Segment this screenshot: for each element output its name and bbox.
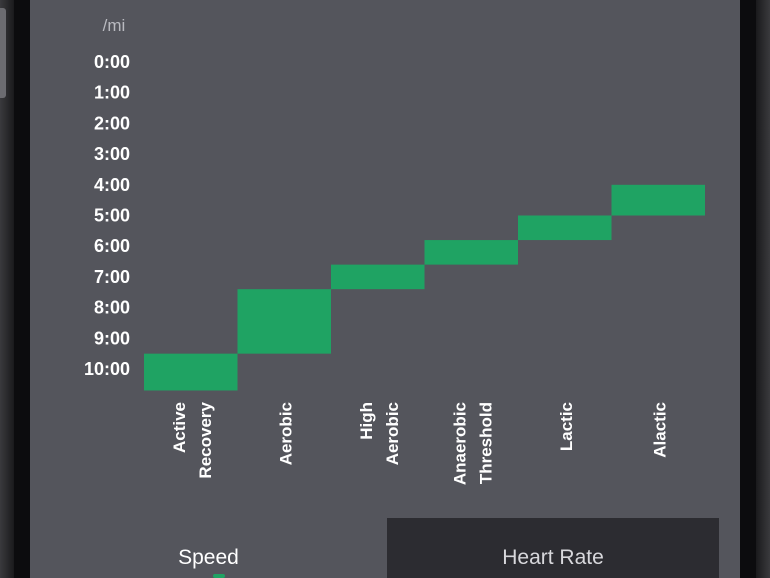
x-category-label: Active Recovery xyxy=(170,401,215,478)
x-category-label: Aerobic xyxy=(276,402,295,465)
x-tick-label: Aerobic xyxy=(276,402,295,465)
phone-side-button xyxy=(0,8,6,98)
x-tick-label: High xyxy=(357,402,376,440)
x-tick-label: Active xyxy=(170,402,189,453)
tab-heart-rate[interactable]: Heart Rate xyxy=(387,518,719,578)
y-tick-label: 9:00 xyxy=(94,328,130,348)
pace-zone-chart: /mi 0:00 1:00 2:00 3:00 4:00 5:00 6:00 7:00 8:00… xyxy=(84,16,705,485)
zone-bar xyxy=(518,215,612,241)
phone-bezel-left xyxy=(0,0,14,578)
tab-speed[interactable]: Speed xyxy=(30,518,387,578)
y-tick-label: 1:00 xyxy=(94,83,130,103)
x-tick-label: Lactic xyxy=(557,402,576,451)
x-axis: Active Recovery Aerobic High Aerobic Anaerobi… xyxy=(170,401,670,485)
bars xyxy=(144,184,705,391)
x-category-label: Anaerobic Threshold xyxy=(450,402,495,485)
x-tick-label: Aerobic xyxy=(383,402,402,465)
y-axis: 0:00 1:00 2:00 3:00 4:00 5:00 6:00 7:00 8:00 9:00… xyxy=(84,52,130,379)
x-category-label: Alactic xyxy=(650,402,669,458)
y-tick-label: 6:00 xyxy=(94,236,130,256)
phone-bezel-right xyxy=(756,0,770,578)
zone-bar xyxy=(331,264,425,290)
zone-bar xyxy=(424,240,518,265)
x-category-label: High Aerobic xyxy=(357,402,402,465)
zone-bar xyxy=(144,353,238,391)
unit-label: /mi xyxy=(103,16,126,35)
y-tick-label: 2:00 xyxy=(94,113,130,133)
y-tick-label: 7:00 xyxy=(94,267,130,287)
app-screen: /mi 0:00 1:00 2:00 3:00 4:00 5:00 6:00 7:00 8:00… xyxy=(30,0,740,578)
tab-bar: Speed Heart Rate xyxy=(30,518,740,578)
y-tick-label: 3:00 xyxy=(94,144,130,164)
x-tick-label: Recovery xyxy=(196,401,215,478)
y-tick-label: 4:00 xyxy=(94,175,130,195)
x-tick-label: Anaerobic xyxy=(450,402,469,485)
y-tick-label: 8:00 xyxy=(94,298,130,318)
y-tick-label: 10:00 xyxy=(84,359,130,379)
tab-selected-indicator xyxy=(213,574,225,578)
tab-speed-label: Speed xyxy=(178,546,239,569)
y-tick-label: 0:00 xyxy=(94,52,130,72)
x-tick-label: Alactic xyxy=(650,402,669,458)
x-category-label: Lactic xyxy=(557,402,576,451)
tab-heart-rate-label: Heart Rate xyxy=(502,546,604,569)
zone-bar xyxy=(611,184,705,216)
zone-bar xyxy=(237,289,331,354)
y-tick-label: 5:00 xyxy=(94,206,130,226)
x-tick-label: Threshold xyxy=(476,402,495,484)
